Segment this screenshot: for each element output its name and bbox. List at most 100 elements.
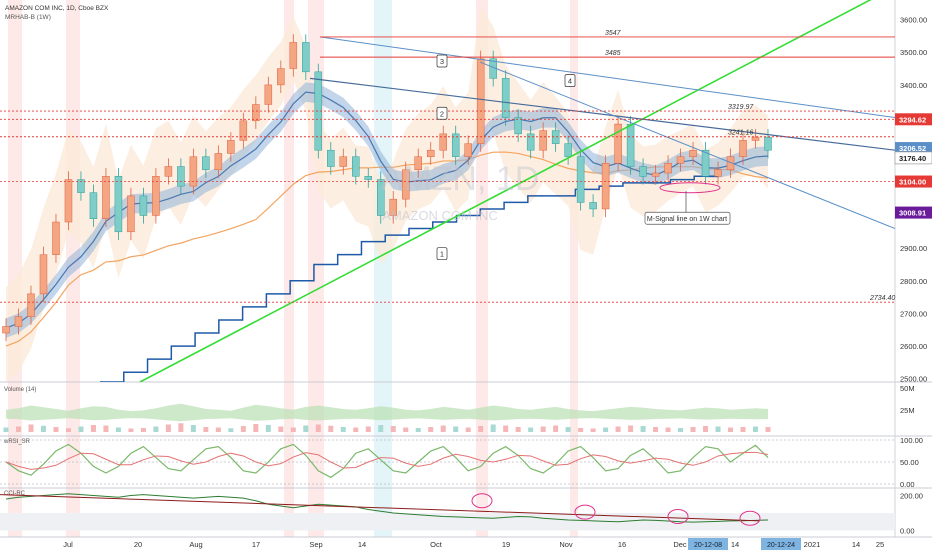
callout-label-1: 2 xyxy=(440,109,444,118)
candle-body-21 xyxy=(264,84,273,105)
candle-body-19 xyxy=(239,120,248,141)
session-shade-6 xyxy=(570,0,578,537)
price-tick-9: 2700.00 xyxy=(900,309,927,318)
candle-body-24 xyxy=(302,42,310,73)
volume-bar-24 xyxy=(303,425,309,432)
ccrc-highlight-1 xyxy=(574,504,596,520)
candle-body-56 xyxy=(701,149,710,177)
annotation-box xyxy=(644,211,731,225)
wrsi-tick-0: 100.00 xyxy=(900,436,923,445)
volume-bar-23 xyxy=(290,427,296,432)
candle-body-9 xyxy=(114,176,123,233)
candle-body-54 xyxy=(676,156,685,164)
volume-bar-30 xyxy=(378,425,384,432)
price-tick-10: 2600.00 xyxy=(900,342,927,351)
indicator-header: MRHAB-B (1W) xyxy=(5,14,51,21)
volume-title: Volume (14) xyxy=(4,387,36,393)
candle-body-14 xyxy=(177,166,185,187)
wrsi-tick-2: 0.00 xyxy=(900,480,915,489)
weekly-step-line xyxy=(100,175,718,382)
price-badge-label-3: 3104.00 xyxy=(899,178,926,187)
volume-bar-33 xyxy=(415,428,421,432)
candle-body-17 xyxy=(214,153,223,171)
volume-bar-42 xyxy=(528,427,534,432)
x-tick-4: Sep xyxy=(309,540,322,549)
volume-bar-46 xyxy=(578,428,584,432)
volume-bar-40 xyxy=(503,425,509,432)
green-uptrend-line xyxy=(139,0,872,382)
volume-tick-1: 25M xyxy=(900,406,915,415)
volume-bar-44 xyxy=(553,425,559,432)
volume-bar-35 xyxy=(440,425,446,432)
ma-ribbon xyxy=(6,82,768,338)
x-tick-5: 14 xyxy=(358,540,366,549)
price-badge-1 xyxy=(895,142,932,155)
volume-bar-41 xyxy=(515,427,521,432)
candle-body-11 xyxy=(139,195,148,216)
x-tick-13: 20-12-24 xyxy=(767,542,795,549)
volume-bar-59 xyxy=(740,427,746,432)
volume-bar-10 xyxy=(128,428,134,432)
volume-bar-29 xyxy=(365,426,371,432)
price-badge-label-4: 3008.91 xyxy=(899,209,926,218)
price-tick-2: 3400.00 xyxy=(900,81,927,90)
annotation-ellipse xyxy=(659,182,721,194)
x-tick-15: 14 xyxy=(852,540,860,549)
volume-bar-17 xyxy=(215,427,221,432)
watermark-name: AMAZON COM INC xyxy=(382,208,498,223)
volume-bar-58 xyxy=(728,427,734,432)
volume-bar-55 xyxy=(690,427,696,432)
volume-bar-9 xyxy=(115,427,121,432)
candle-body-58 xyxy=(726,156,735,171)
candle-body-3 xyxy=(39,254,48,295)
volume-bar-22 xyxy=(278,426,284,432)
candle-body-35 xyxy=(439,133,447,151)
x-tick-2: Aug xyxy=(189,540,202,549)
volume-bar-36 xyxy=(453,426,459,432)
volume-bar-18 xyxy=(228,428,234,432)
level-label-2: 3319.97 xyxy=(728,104,754,111)
volume-bar-48 xyxy=(603,427,609,432)
volume-bar-15 xyxy=(190,425,196,432)
middle-trend-line xyxy=(309,77,895,151)
volume-bar-1 xyxy=(15,426,21,432)
volume-bar-38 xyxy=(478,426,484,432)
x-tick-8: Nov xyxy=(559,540,573,549)
volume-bar-61 xyxy=(765,427,771,432)
volume-bar-3 xyxy=(40,425,46,432)
volume-bar-8 xyxy=(103,425,109,432)
price-tick-8: 2800.00 xyxy=(900,277,927,286)
ccrc-trend xyxy=(0,494,761,522)
candle-body-42 xyxy=(526,133,535,151)
ccrc-line xyxy=(5,493,769,523)
candle-body-29 xyxy=(364,176,373,180)
level-label-0: 3547 xyxy=(605,30,622,37)
x-tick-7: 19 xyxy=(502,540,510,549)
lower-trend-line xyxy=(479,61,895,230)
candle-body-1 xyxy=(14,316,23,327)
watermark-ticker: AMZN, 1D xyxy=(381,160,540,198)
candle-body-31 xyxy=(389,198,397,216)
session-shade-0 xyxy=(8,0,22,537)
x-tick-3: 17 xyxy=(252,540,260,549)
candle-body-4 xyxy=(52,221,60,255)
upper-trend-line xyxy=(319,36,895,119)
candle-body-16 xyxy=(202,156,210,171)
price-badge-0 xyxy=(895,113,932,126)
volume-bar-26 xyxy=(328,425,334,432)
candle-body-52 xyxy=(651,172,660,177)
volume-bar-14 xyxy=(178,423,184,432)
volume-bar-4 xyxy=(53,427,59,432)
candle-body-40 xyxy=(501,78,510,118)
candle-body-37 xyxy=(464,143,472,157)
candle-body-2 xyxy=(27,293,35,317)
candle-body-51 xyxy=(639,166,647,177)
candle-body-43 xyxy=(539,130,547,151)
candle-body-33 xyxy=(414,156,422,171)
candle-body-18 xyxy=(227,140,235,154)
price-tick-1: 3500.00 xyxy=(900,48,927,57)
volume-bar-11 xyxy=(140,428,146,432)
callout-box-1 xyxy=(436,106,448,120)
candle-body-15 xyxy=(189,156,198,187)
